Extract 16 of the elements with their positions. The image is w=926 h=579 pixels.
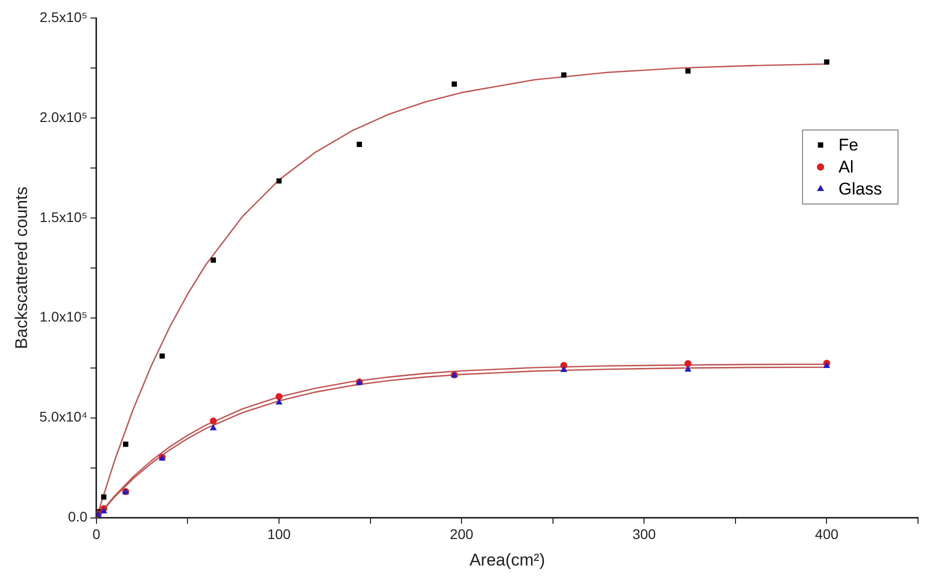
y-tick-label: 1.0x10⁵: [40, 308, 88, 325]
y-tick-label: 1.5x10⁵: [40, 208, 88, 225]
x-tick-label: 200: [450, 526, 474, 542]
x-axis-title: Area(cm²): [469, 550, 546, 570]
y-tick-label: 0.0: [68, 508, 88, 525]
x-tick-label: 0: [92, 526, 101, 542]
x-tick-label: 100: [267, 526, 291, 542]
x-tick-label: 300: [632, 526, 656, 542]
y-axis-title: Backscattered counts: [12, 186, 31, 350]
y-tick-label: 5.0x10⁴: [39, 408, 88, 425]
x-tick-label: 400: [815, 526, 839, 542]
legend-label: Al: [838, 158, 854, 177]
y-tick-label: 2.5x10⁵: [40, 8, 88, 25]
legend-label: Fe: [838, 136, 858, 155]
y-tick-label: 2.0x10⁵: [40, 108, 88, 125]
legend-label: Glass: [838, 180, 882, 199]
